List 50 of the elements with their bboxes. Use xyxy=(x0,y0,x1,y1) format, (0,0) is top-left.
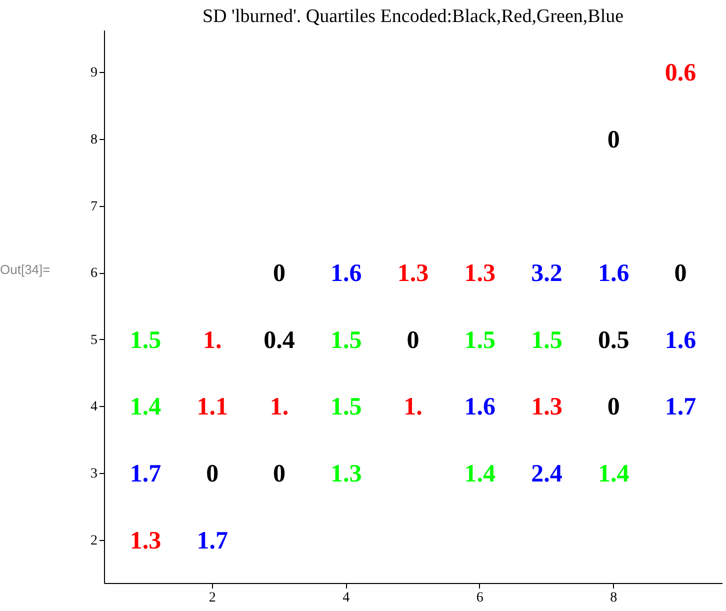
data-label: 1.6 xyxy=(464,394,496,421)
data-label: 1.4 xyxy=(130,394,162,421)
data-label: 0 xyxy=(607,394,620,421)
y-tick-label: 4 xyxy=(90,400,98,415)
data-label: 1.3 xyxy=(531,394,562,421)
data-label: 1.3 xyxy=(130,527,162,554)
data-label: 1.6 xyxy=(598,260,630,288)
data-label: 1.4 xyxy=(598,460,630,488)
y-tick-label: 6 xyxy=(90,266,98,282)
data-label: 1.5 xyxy=(531,326,562,354)
data-label: 1. xyxy=(404,394,422,421)
x-tick-label: 2 xyxy=(208,590,216,606)
data-label: 1.3 xyxy=(330,460,362,488)
data-label: 2.4 xyxy=(531,460,563,488)
data-label: 0 xyxy=(674,260,687,288)
data-label: 1.5 xyxy=(330,394,362,421)
data-label: 1.4 xyxy=(464,460,496,488)
data-label: 0 xyxy=(272,260,286,288)
data-label: 1.3 xyxy=(397,260,429,288)
y-tick-label: 2 xyxy=(90,533,98,548)
x-tick-label: 4 xyxy=(342,590,350,606)
data-label: 0 xyxy=(607,126,620,154)
data-label: 1.1 xyxy=(196,394,228,421)
data-label: 1. xyxy=(202,326,222,354)
data-label: 1.7 xyxy=(664,394,696,421)
data-label: 1.5 xyxy=(330,326,362,354)
y-tick-label: 3 xyxy=(90,466,98,482)
chart-title: SD 'lburned'. Quartiles Encoded:Black,Red,Green,Blue xyxy=(202,6,624,27)
x-tick-label: 8 xyxy=(610,590,618,606)
data-label: 0.5 xyxy=(598,326,630,354)
y-tick-label: 5 xyxy=(90,332,98,348)
y-tick-label: 8 xyxy=(90,132,98,148)
data-label: 1.6 xyxy=(664,326,696,354)
data-label: 1.3 xyxy=(464,260,496,288)
data-label: 0.6 xyxy=(664,60,696,87)
text: Out[34]= xyxy=(0,262,50,277)
data-label: 0 xyxy=(206,460,219,488)
data-label: 1.5 xyxy=(130,326,162,354)
data-label: 1. xyxy=(270,394,289,421)
data-label: 0.4 xyxy=(264,326,296,354)
data-label: 1.6 xyxy=(330,260,362,288)
data-label: 0 xyxy=(406,326,420,354)
data-label: 1.7 xyxy=(196,527,228,554)
data-label: 1.7 xyxy=(130,460,162,488)
data-label: 3.2 xyxy=(531,260,562,288)
x-tick-label: 6 xyxy=(476,590,484,606)
data-label: 1.5 xyxy=(464,326,496,354)
y-tick-label: 7 xyxy=(90,199,98,214)
y-tick-label: 9 xyxy=(90,66,98,81)
data-label: 0 xyxy=(272,460,286,488)
